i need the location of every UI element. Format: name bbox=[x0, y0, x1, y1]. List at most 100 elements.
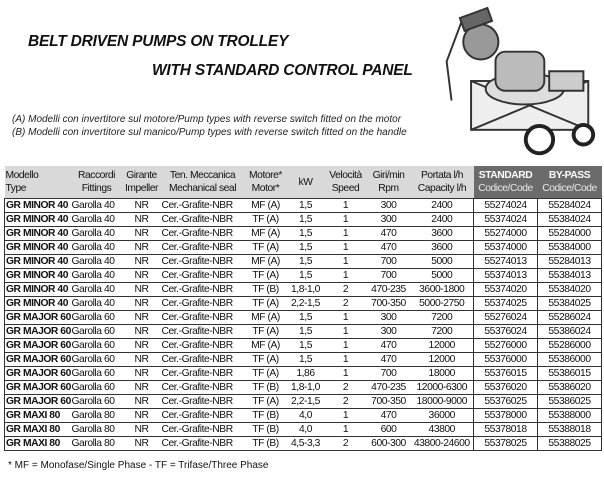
table-cell: 1 bbox=[324, 212, 367, 227]
table-cell: NR bbox=[122, 240, 161, 255]
table-cell: 55276000 bbox=[473, 338, 538, 353]
table-cell: 55374025 bbox=[473, 296, 538, 311]
table-cell: GR MINOR 40 bbox=[4, 282, 71, 297]
table-cell: 55374020 bbox=[473, 282, 538, 297]
table-cell: 55374000 bbox=[473, 240, 538, 255]
table-cell: 55374013 bbox=[473, 268, 538, 283]
table-row: GR MAXI 80 Garolla 80 NR Cer.-Grafite-NBR TF… bbox=[4, 408, 602, 423]
column-header: Velocità Speed bbox=[324, 166, 367, 199]
table-row: GR MINOR 40 Garolla 40 NR Cer.-Grafite-NBR T… bbox=[4, 282, 602, 297]
table-cell: NR bbox=[122, 226, 161, 241]
table-cell: Garolla 40 bbox=[70, 282, 123, 297]
table-row: GR MAJOR 60 Garolla 60 NR Cer.-Grafite-NBR T… bbox=[4, 366, 602, 381]
table-cell: 55286024 bbox=[537, 310, 602, 325]
table-row: GR MINOR 40 Garolla 40 NR Cer.-Grafite-NBR T… bbox=[4, 212, 602, 227]
table-cell: 55374024 bbox=[473, 212, 538, 227]
table-cell: 470 bbox=[366, 226, 411, 241]
table-cell: 1,5 bbox=[286, 226, 325, 241]
table-cell: TF (B) bbox=[244, 408, 287, 423]
table-cell: 1 bbox=[324, 338, 367, 353]
table-cell: 1,5 bbox=[286, 352, 325, 367]
table-cell: NR bbox=[122, 212, 161, 227]
table-cell: 1,5 bbox=[286, 240, 325, 255]
table-cell: Cer.-Grafite-NBR bbox=[160, 310, 245, 325]
table-cell: 4,0 bbox=[286, 422, 325, 437]
table-cell: Cer.-Grafite-NBR bbox=[160, 394, 245, 409]
table-cell: 2,2-1,5 bbox=[286, 296, 325, 311]
table-cell: GR MAXI 80 bbox=[4, 408, 71, 423]
table-cell: TF (B) bbox=[244, 436, 287, 451]
table-cell: MF (A) bbox=[244, 310, 287, 325]
table-row: GR MINOR 40 Garolla 40 NR Cer.-Grafite-NBR T… bbox=[4, 268, 602, 283]
pump-table: Modello Type Raccordi Fittings Girante Impell… bbox=[4, 166, 602, 451]
note-a: (A) Modelli con invertitore sul motore/P… bbox=[12, 114, 402, 125]
table-cell: Cer.-Grafite-NBR bbox=[160, 268, 245, 283]
table-cell: GR MINOR 40 bbox=[4, 226, 71, 241]
table-cell: 55378000 bbox=[473, 408, 538, 423]
table-cell: 55386020 bbox=[537, 380, 602, 395]
table-cell: TF (B) bbox=[244, 422, 287, 437]
table-cell: GR MINOR 40 bbox=[4, 296, 71, 311]
table-cell: 1,5 bbox=[286, 212, 325, 227]
table-cell: 1,86 bbox=[286, 366, 325, 381]
table-cell: 1,5 bbox=[286, 268, 325, 283]
column-header: Raccordi Fittings bbox=[70, 166, 123, 199]
header-en: Mechanical seal bbox=[168, 183, 237, 194]
table-cell: Garolla 40 bbox=[70, 296, 123, 311]
table-row: GR MAXI 80 Garolla 80 NR Cer.-Grafite-NBR TF… bbox=[4, 422, 602, 437]
table-cell: 1 bbox=[324, 310, 367, 325]
table-cell: 55376000 bbox=[473, 352, 538, 367]
table-cell: 1,5 bbox=[286, 198, 325, 213]
table-row: GR MAXI 80 Garolla 80 NR Cer.-Grafite-NBR TF… bbox=[4, 436, 602, 451]
table-cell: 55386000 bbox=[537, 352, 602, 367]
table-cell: GR MAJOR 60 bbox=[4, 352, 71, 367]
table-cell: NR bbox=[122, 338, 161, 353]
table-cell: GR MAJOR 60 bbox=[4, 394, 71, 409]
header-en: Fittings bbox=[81, 183, 112, 194]
table-cell: MF (A) bbox=[244, 198, 287, 213]
header-en: Type bbox=[5, 183, 27, 194]
table-cell: Garolla 40 bbox=[70, 254, 123, 269]
table-cell: 700-350 bbox=[366, 296, 411, 311]
table-cell: 4,0 bbox=[286, 408, 325, 423]
column-header: kW bbox=[286, 166, 325, 199]
header-en: Impeller bbox=[124, 183, 159, 194]
table-cell: 7200 bbox=[410, 310, 474, 325]
table-cell: Garolla 80 bbox=[70, 436, 123, 451]
table-cell: NR bbox=[122, 380, 161, 395]
table-cell: 2 bbox=[324, 282, 367, 297]
table-cell: 1,5 bbox=[286, 338, 325, 353]
table-cell: 1,5 bbox=[286, 254, 325, 269]
trolley-handle bbox=[445, 22, 463, 101]
table-cell: 700 bbox=[366, 254, 411, 269]
table-cell: Garolla 60 bbox=[70, 366, 123, 381]
table-cell: 1,5 bbox=[286, 310, 325, 325]
table-cell: Garolla 60 bbox=[70, 310, 123, 325]
table-cell: 12000-6300 bbox=[410, 380, 474, 395]
table-cell: TF (A) bbox=[244, 352, 287, 367]
table-cell: 18000 bbox=[410, 366, 474, 381]
table-cell: GR MINOR 40 bbox=[4, 212, 71, 227]
table-cell: GR MAJOR 60 bbox=[4, 366, 71, 381]
table-cell: 55284013 bbox=[537, 254, 602, 269]
table-cell: TF (A) bbox=[244, 212, 287, 227]
table-cell: TF (A) bbox=[244, 240, 287, 255]
table-cell: TF (A) bbox=[244, 296, 287, 311]
table-cell: 55384020 bbox=[537, 282, 602, 297]
table-cell: 55386024 bbox=[537, 324, 602, 339]
table-cell: 300 bbox=[366, 198, 411, 213]
code-header-title: BY-PASS bbox=[548, 170, 591, 181]
table-cell: 43800-24600 bbox=[410, 436, 474, 451]
table-cell: 300 bbox=[366, 310, 411, 325]
column-header: Portata l/h Capacity l/h bbox=[410, 166, 474, 199]
header-en: Capacity l/h bbox=[417, 183, 467, 194]
table-cell: Garolla 60 bbox=[70, 352, 123, 367]
table-cell: 700-350 bbox=[366, 394, 411, 409]
table-cell: 55376025 bbox=[473, 394, 538, 409]
wheel-icon bbox=[523, 123, 556, 156]
table-cell: 2 bbox=[324, 394, 367, 409]
table-cell: 1 bbox=[324, 240, 367, 255]
table-cell: 55384024 bbox=[537, 212, 602, 227]
table-cell: 470 bbox=[366, 240, 411, 255]
table-cell: 1 bbox=[324, 422, 367, 437]
